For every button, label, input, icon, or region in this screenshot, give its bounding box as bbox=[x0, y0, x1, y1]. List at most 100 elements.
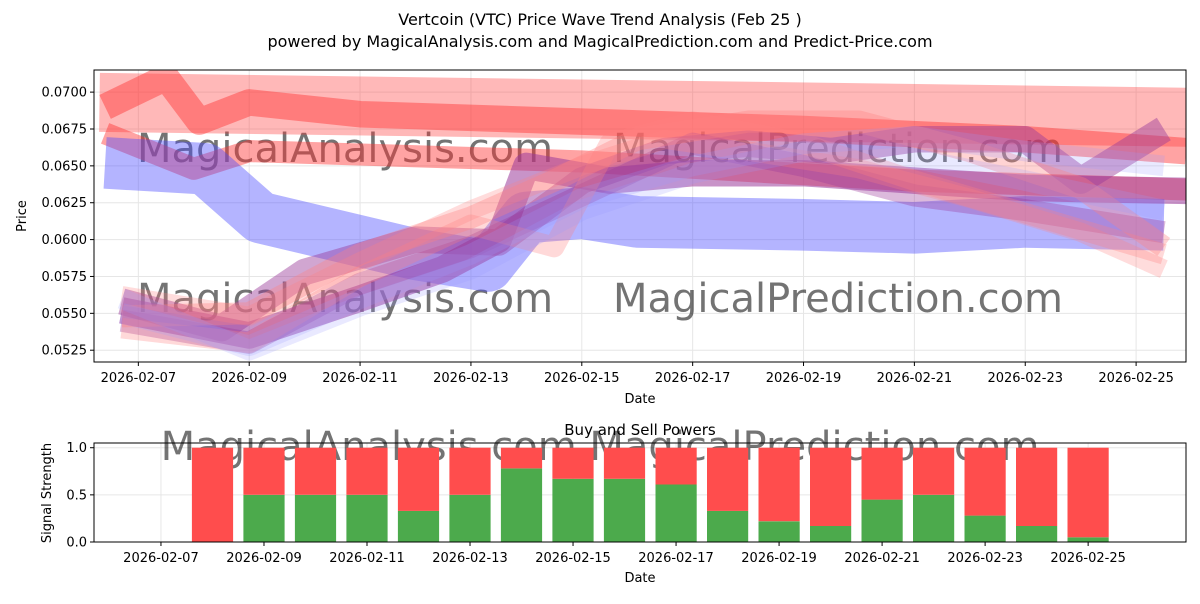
price-x-axis: 2026-02-07 2026-02-09 2026-02-11 2026-02-13… bbox=[101, 362, 1174, 386]
sell-bar bbox=[449, 447, 491, 495]
price-y-tick-label: 0.0600 bbox=[42, 233, 88, 248]
sell-bar bbox=[707, 447, 749, 511]
signal-y-label: Signal Strength bbox=[40, 443, 55, 543]
signal-bars bbox=[191, 447, 1109, 542]
price-x-tick-label: 2026-02-15 bbox=[544, 371, 620, 386]
watermark-text: MagicalAnalysis.com bbox=[137, 126, 553, 172]
sell-bar bbox=[655, 447, 697, 485]
signal-x-tick-label: 2026-02-09 bbox=[226, 551, 302, 566]
sell-bar bbox=[861, 447, 903, 500]
price-x-tick-label: 2026-02-07 bbox=[101, 371, 177, 386]
price-y-tick-label: 0.0700 bbox=[42, 86, 88, 101]
sell-bar bbox=[500, 447, 543, 469]
signal-x-tick-label: 2026-02-11 bbox=[329, 551, 405, 566]
pink-wave-1 bbox=[121, 110, 1171, 328]
signal-x-tick-label: 2026-02-13 bbox=[432, 551, 508, 566]
buy-bar bbox=[758, 521, 800, 542]
price-x-tick-label: 2026-02-17 bbox=[655, 371, 731, 386]
buy-bar bbox=[655, 484, 697, 542]
price-x-tick-label: 2026-02-11 bbox=[322, 371, 398, 386]
price-y-tick-label: 0.0525 bbox=[42, 344, 88, 359]
price-x-tick-label: 2026-02-23 bbox=[987, 371, 1063, 386]
price-plot: MagicalAnalysis.com MagicalPrediction.co… bbox=[15, 69, 1187, 407]
pink-wave-3 bbox=[120, 129, 1168, 326]
buy-bar bbox=[449, 494, 491, 542]
buy-bar bbox=[346, 494, 388, 542]
signal-y-tick-label: 0.5 bbox=[66, 488, 87, 503]
signal-x-tick-label: 2026-02-21 bbox=[844, 551, 920, 566]
price-x-tick-label: 2026-02-21 bbox=[877, 371, 953, 386]
price-plot-frame bbox=[93, 69, 1187, 363]
price-y-tick-label: 0.0625 bbox=[42, 196, 88, 211]
buy-bar bbox=[861, 499, 903, 542]
buy-bar bbox=[243, 494, 285, 542]
buy-bar bbox=[707, 510, 749, 542]
pink-wave-2 bbox=[120, 111, 1167, 354]
price-x-label: Date bbox=[624, 392, 655, 407]
signal-x-tick-label: 2026-02-25 bbox=[1050, 551, 1126, 566]
sell-bar bbox=[913, 447, 955, 495]
signal-x-tick-label: 2026-02-19 bbox=[741, 551, 817, 566]
price-y-tick-label: 0.0650 bbox=[42, 159, 88, 174]
sell-bar bbox=[603, 447, 646, 479]
sell-bar bbox=[397, 447, 440, 511]
purple-wave-2 bbox=[118, 117, 1171, 342]
price-x-tick-label: 2026-02-19 bbox=[766, 371, 842, 386]
sell-bar bbox=[758, 447, 800, 522]
buy-bar bbox=[810, 526, 852, 542]
lightblue-wave-1 bbox=[117, 140, 1166, 361]
lightblue-wave-2 bbox=[119, 126, 1165, 357]
price-y-tick-label: 0.0550 bbox=[42, 307, 88, 322]
signal-title: Buy and Sell Powers bbox=[564, 421, 716, 439]
purple-wave-1 bbox=[119, 152, 1186, 349]
buy-bar bbox=[552, 478, 594, 542]
buy-bar bbox=[913, 494, 955, 542]
blue-wave-1 bbox=[103, 137, 1165, 292]
buy-bar bbox=[397, 510, 440, 542]
buy-bar bbox=[1016, 526, 1058, 542]
watermark-text: MagicalPrediction.com bbox=[613, 276, 1063, 322]
watermark-text: MagicalAnalysis.com MagicalPrediction.co… bbox=[161, 424, 1040, 470]
buy-bar bbox=[294, 494, 337, 542]
price-x-tick-label: 2026-02-25 bbox=[1098, 371, 1174, 386]
sell-bar bbox=[243, 447, 285, 495]
price-x-tick-label: 2026-02-13 bbox=[433, 371, 509, 386]
sell-bar bbox=[810, 447, 852, 526]
chart-subtitle: powered by MagicalAnalysis.com and Magic… bbox=[267, 32, 932, 51]
signal-x-label: Date bbox=[624, 571, 655, 586]
red-wave-1 bbox=[99, 72, 1186, 147]
signal-x-axis: 2026-02-07 2026-02-09 2026-02-11 2026-02-13… bbox=[123, 542, 1126, 566]
signal-y-tick-label: 0.0 bbox=[66, 536, 87, 551]
signal-x-tick-label: 2026-02-15 bbox=[535, 551, 611, 566]
red-wave-2 bbox=[99, 70, 1186, 165]
sell-bar bbox=[294, 447, 337, 495]
sell-bar bbox=[1016, 447, 1058, 526]
signal-x-tick-label: 2026-02-07 bbox=[123, 551, 199, 566]
buy-bar bbox=[964, 515, 1006, 542]
price-y-label: Price bbox=[15, 200, 30, 232]
buy-bar bbox=[603, 478, 646, 542]
sell-bar bbox=[191, 447, 234, 542]
signal-plot: Buy and Sell Powers MagicalAnalysis.com … bbox=[40, 421, 1187, 586]
signal-x-tick-label: 2026-02-23 bbox=[947, 551, 1023, 566]
price-bands bbox=[99, 70, 1186, 361]
price-grid bbox=[94, 70, 1186, 362]
sell-bar bbox=[1067, 447, 1109, 538]
price-y-tick-label: 0.0575 bbox=[42, 270, 88, 285]
signal-y-tick-label: 1.0 bbox=[66, 441, 87, 456]
buy-bar bbox=[1067, 537, 1109, 542]
purple-wave-3 bbox=[119, 132, 1166, 354]
price-wave-series bbox=[99, 70, 1186, 361]
sell-bar bbox=[964, 447, 1006, 516]
signal-x-tick-label: 2026-02-17 bbox=[638, 551, 714, 566]
signal-plot-frame bbox=[93, 442, 1187, 543]
price-y-axis: 0.0525 0.0550 0.0575 0.0600 0.0625 0.0650 0.06… bbox=[42, 86, 94, 359]
sell-bar bbox=[552, 447, 594, 479]
signal-y-axis: 0.0 0.5 1.0 bbox=[66, 441, 94, 551]
buy-bar bbox=[500, 468, 543, 542]
chart-title: Vertcoin (VTC) Price Wave Trend Analysis… bbox=[398, 10, 802, 29]
price-x-tick-label: 2026-02-09 bbox=[211, 371, 287, 386]
price-y-tick-label: 0.0675 bbox=[42, 122, 88, 137]
